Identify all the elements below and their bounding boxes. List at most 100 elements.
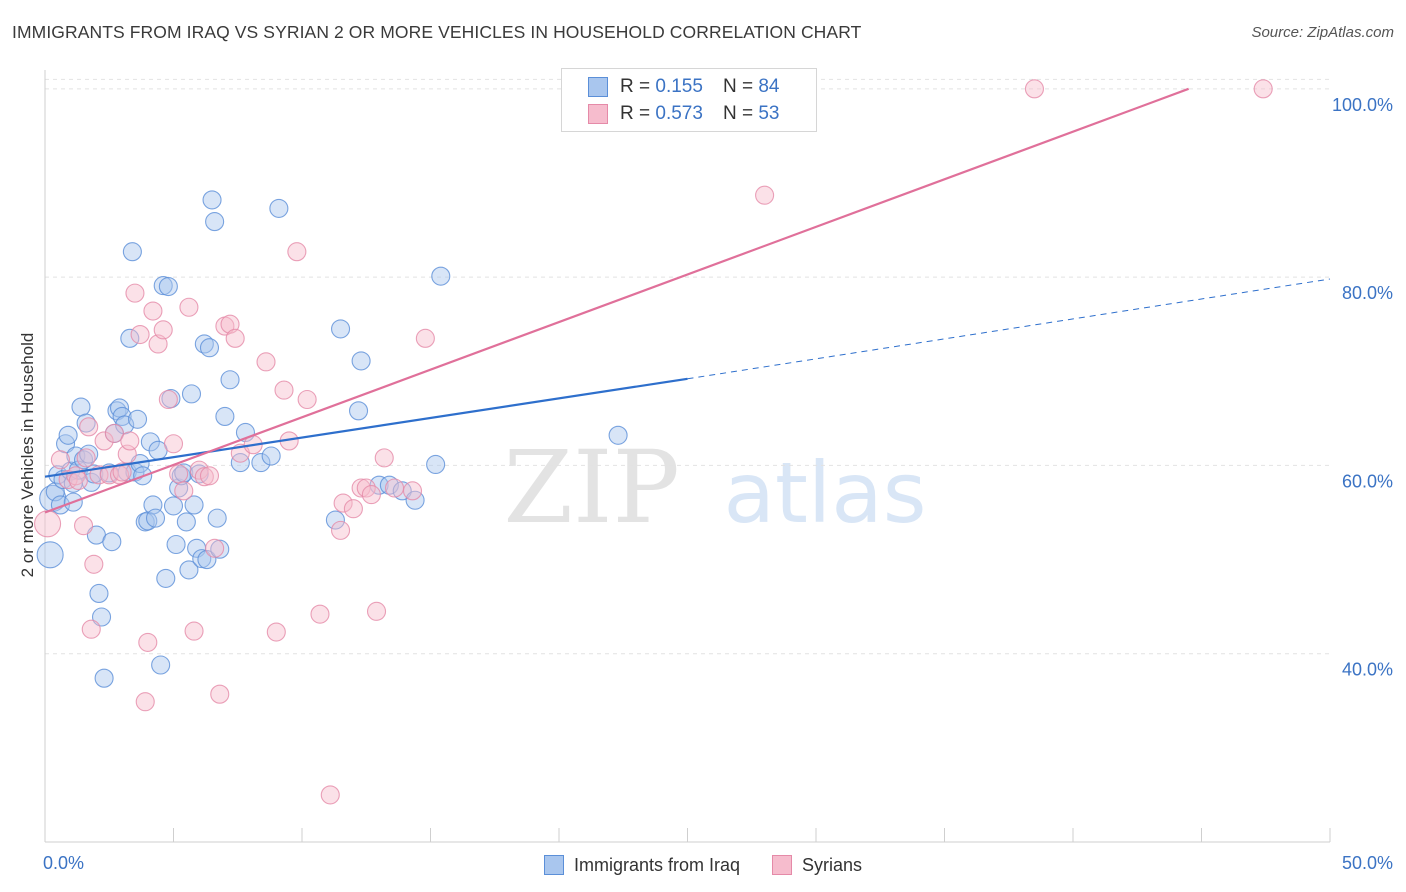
legend-swatch-syrians (588, 104, 608, 124)
data-point (81, 619, 101, 639)
data-point (351, 478, 371, 498)
data-point (330, 319, 351, 339)
data-point (266, 622, 286, 642)
data-point (361, 485, 381, 505)
data-point (205, 538, 225, 558)
data-point (89, 465, 109, 485)
data-point (202, 190, 222, 210)
data-point (179, 560, 199, 580)
x-tick-label: 0.0% (43, 853, 84, 873)
data-point (384, 478, 405, 498)
data-point (184, 495, 204, 515)
data-point (392, 481, 412, 501)
data-point (179, 297, 199, 317)
data-point (220, 314, 240, 334)
data-point (151, 655, 171, 675)
data-point (333, 493, 353, 513)
data-point (297, 389, 317, 410)
data-point (104, 423, 124, 443)
data-point (94, 431, 114, 451)
stats-legend: R = 0.155 N = 84 R = 0.573 N = 53 (561, 68, 817, 132)
data-point (356, 478, 376, 498)
data-point (174, 481, 194, 501)
data-point (130, 325, 150, 345)
data-point (148, 334, 168, 354)
data-point (320, 785, 340, 805)
legend-label-iraq: Immigrants from Iraq (573, 854, 740, 875)
y-tick-label: 80.0% (1342, 283, 1393, 303)
data-point (197, 550, 217, 570)
stats-legend-row-syrians: R = 0.573 N = 53 (562, 101, 779, 127)
data-point (205, 212, 225, 232)
data-point (310, 604, 330, 624)
data-point (608, 425, 628, 445)
axes (44, 70, 1331, 843)
data-point (166, 534, 186, 555)
data-point (71, 397, 91, 417)
trendline-iraq (44, 377, 688, 478)
data-point (415, 328, 435, 348)
data-point (127, 409, 148, 429)
data-point (36, 541, 64, 569)
data-point (50, 450, 70, 470)
legend-label-syrians: Syrians (802, 854, 863, 875)
data-point (755, 185, 775, 205)
data-point (269, 198, 289, 218)
data-point (431, 266, 451, 286)
data-point (215, 406, 235, 427)
data-point (112, 462, 132, 482)
data-point (261, 446, 281, 466)
data-point (94, 668, 114, 688)
legend-swatch-iraq (543, 855, 564, 875)
watermark: ZIP atlas (504, 429, 927, 546)
data-point (163, 434, 184, 454)
data-point (199, 466, 220, 486)
trendlines (44, 87, 1331, 514)
y-tick-label: 60.0% (1342, 471, 1393, 491)
data-point (169, 464, 189, 484)
data-point (138, 632, 158, 652)
data-point (153, 320, 173, 340)
data-point (122, 242, 142, 262)
data-point (135, 692, 155, 712)
n-value-syrians: 53 (758, 103, 780, 124)
data-point (184, 621, 204, 641)
data-point (225, 328, 245, 348)
data-point (74, 516, 94, 536)
data-point (158, 276, 178, 297)
legend-swatch-syrians (772, 855, 792, 875)
trendline-syrians (44, 87, 1190, 514)
data-point (68, 470, 88, 491)
data-point (79, 417, 99, 437)
y-tick-label: 40.0% (1342, 660, 1393, 680)
data-point (176, 512, 196, 532)
data-point (426, 454, 446, 475)
data-point (145, 508, 166, 528)
data-point (207, 508, 227, 528)
data-point (163, 496, 184, 516)
y-axis-label: 2 or more Vehicles in Household (18, 332, 37, 578)
data-point (153, 276, 173, 296)
data-point (351, 351, 371, 371)
series-legend: Immigrants from Iraq Syrians (0, 852, 1406, 878)
data-point (251, 453, 271, 473)
data-point (91, 607, 112, 627)
data-point (194, 467, 214, 487)
legend-item-syrians[interactable]: Syrians (772, 855, 862, 876)
data-point (181, 384, 202, 404)
data-point (158, 389, 178, 410)
data-point (89, 583, 109, 604)
legend-item-iraq[interactable]: Immigrants from Iraq (543, 854, 740, 876)
watermark-atlas: atlas (723, 444, 926, 542)
data-point (120, 431, 140, 451)
data-point (76, 448, 96, 468)
data-point (374, 448, 394, 468)
chart-title: IMMIGRANTS FROM IRAQ VS SYRIAN 2 OR MORE… (12, 22, 862, 42)
n-value-iraq: 84 (758, 76, 780, 97)
r-value-iraq: 0.155 (655, 76, 703, 97)
data-point (34, 510, 62, 538)
data-point (102, 532, 122, 552)
series-syrians (34, 79, 1273, 805)
data-point (210, 684, 230, 704)
